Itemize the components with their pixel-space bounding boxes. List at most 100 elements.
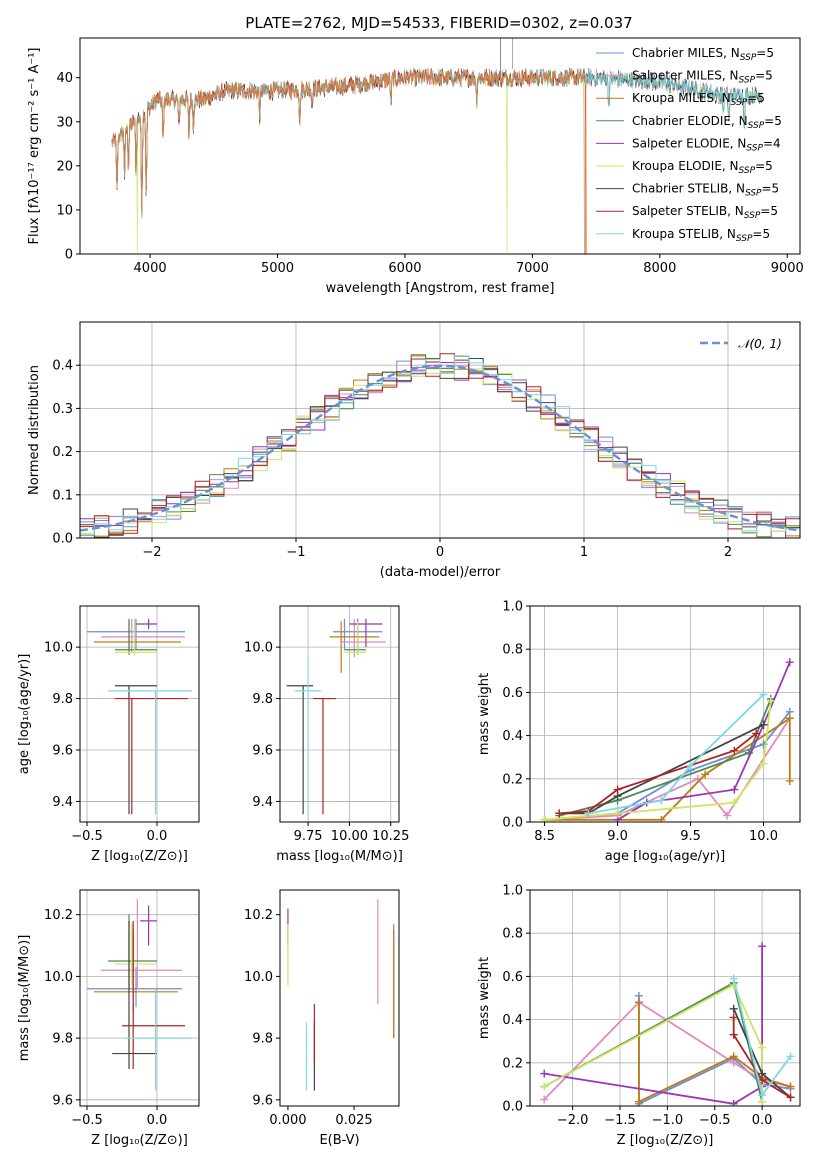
weight-Z-series-salpeter-stelib-marker [786, 1093, 795, 1102]
mass-ebv-ytick-label: 9.8 [252, 1032, 273, 1047]
spectrum-xlabel: wavelength [Angstrom, rest frame] [326, 281, 555, 296]
legend-entry: Salpeter ELODIE, NSSP=4 [632, 136, 781, 153]
legend-entry: Salpeter MILES, NSSP=5 [632, 69, 773, 86]
weight-age-series-salpeter-miles-marker [723, 811, 732, 820]
spectrum-xtick-label: 9000 [771, 261, 804, 276]
residuals-xtick-label: 1 [580, 545, 588, 560]
weight-Z-xtick-label: −0.5 [699, 1113, 731, 1128]
age-Z-axes: −0.5 0.0 9.4 9.6 9.8 10.0 Z [log₁₀(Z/Z⊙)] age [… [17, 605, 200, 864]
legend-text-part: Salpeter ELODIE, N [632, 136, 746, 150]
legend-entry: Kroupa STELIB, NSSP=5 [632, 227, 770, 244]
legend-text-part: SSP [739, 76, 756, 86]
spectrum-xtick-label: 4000 [134, 261, 167, 276]
age-mass-point-salpeter-elodie [349, 618, 383, 648]
weight-age-series-salpeter-stelib-marker [730, 746, 739, 755]
mass-Z-point-kroupa-elodie [115, 923, 157, 986]
age-Z-xlabel: Z [log₁₀(Z/Z⊙)] [91, 849, 188, 864]
residuals-xtick-label: 0 [436, 545, 444, 560]
age-mass-ytick-label: 9.6 [252, 744, 273, 759]
weight-age-series-kroupa-elodie-marker [730, 798, 739, 807]
age-mass-xtick-label: 10.25 [372, 829, 409, 844]
weight-Z-series-salpeter-elodie-marker [758, 942, 767, 951]
spectrum-xtick-label: 6000 [388, 261, 421, 276]
age-mass-frame [279, 605, 400, 823]
age-Z-point-salpeter-stelib [115, 697, 188, 815]
weight-age-series-chabrier-stelib-marker [759, 720, 768, 729]
legend-text-part: SSP [740, 53, 757, 63]
age-Z-ytick-label: 9.8 [52, 692, 73, 707]
weight-Z-ytick-label: 1.0 [502, 884, 523, 899]
residuals-ytick-label: 0.1 [52, 488, 73, 503]
age-Z-point-chabrier-elodie [115, 618, 157, 655]
weight-age-series-kroupa-miles-marker [657, 815, 666, 822]
legend-entry: Kroupa ELODIE, NSSP=5 [632, 159, 773, 176]
residuals-xtick-label: −1 [286, 545, 305, 560]
age-Z-xtick-label: 0.0 [147, 829, 168, 844]
weight-age-xtick-label: 9.5 [680, 829, 701, 844]
age-Z-ylabel: age [log₁₀(age/yr)] [17, 654, 32, 775]
legend-text-part: =5 [764, 114, 782, 128]
weight-age-series-salpeter-elodie-marker [730, 785, 739, 794]
spectrum-ylabel: Flux [fλ10⁻¹⁷ erg cm⁻² s⁻¹ A⁻¹] [27, 48, 42, 245]
weight-Z-ylabel: mass weight [477, 957, 492, 1039]
age-mass-plot-area [280, 606, 399, 822]
weight-age-ytick-label: 0.0 [502, 816, 523, 831]
mass-ebv-ytick-label: 10.0 [244, 970, 273, 985]
legend-text-part: Chabrier STELIB, N [632, 182, 745, 196]
legend-text-part: SSP [744, 211, 761, 221]
mass-Z-point-salpeter-stelib [122, 920, 185, 1069]
legend-entry: Chabrier MILES, NSSP=5 [632, 46, 774, 63]
age-Z-point-kroupa-elodie [115, 618, 157, 655]
spectrum-ytick-label: 30 [56, 115, 73, 130]
weight-age-series-salpeter-stelib-marker [555, 809, 564, 818]
weight-age-series-kroupa-stelib-marker [584, 809, 593, 818]
age-mass-ytick-label: 9.8 [252, 692, 273, 707]
legend-text-part: =5 [752, 227, 770, 241]
weight-Z-ytick-label: 0.2 [502, 1056, 523, 1071]
mass-Z-point-kroupa-stelib [126, 988, 192, 1091]
weight-age-xtick-label: 8.5 [534, 829, 555, 844]
mass-Z-xtick-label: −0.5 [71, 1113, 103, 1128]
normal-curve [80, 364, 800, 532]
spectrum-ytick-label: 40 [56, 71, 73, 86]
age-Z-point-salpeter-miles [101, 618, 185, 653]
residuals-xlabel: (data-model)/error [380, 565, 501, 580]
legend-text-part: Kroupa MILES, N [632, 91, 731, 105]
weight-Z-ytick-label: 0.6 [502, 970, 523, 985]
weight-age-series-chabrier-stelib [559, 723, 764, 815]
weight-Z-xtick-label: −1.0 [652, 1113, 684, 1128]
residuals-xtick-label: 2 [724, 545, 732, 560]
mass-ebv-ytick-label: 10.2 [244, 908, 273, 923]
residuals-ytick-label: 0.4 [52, 359, 73, 374]
weight-Z-series-kroupa-stelib-marker [758, 1091, 767, 1100]
weight-age-series-kroupa-elodie-marker [540, 815, 549, 822]
legend-entry: Kroupa MILES, NSSP=5 [632, 91, 765, 108]
age-mass-point-salpeter-stelib [313, 697, 337, 815]
residuals-xtick-label: −2 [142, 545, 161, 560]
weight-age-ytick-label: 0.6 [502, 686, 523, 701]
weight-Z-axes: −2.0 −1.5 −1.0 −0.5 0.0 0.0 0.2 0.4 0.6 0.8 1.0 Z [… [477, 884, 801, 1148]
weight-age-series-kroupa-miles-marker [701, 770, 710, 779]
legend-text-part: =5 [755, 69, 773, 83]
residuals-ytick-label: 0.2 [52, 445, 73, 460]
weight-Z-series-kroupa-elodie-marker [758, 1043, 767, 1052]
legend-entry: 𝒩(0, 1) [738, 337, 782, 351]
mass-Z-xtick-label: 0.0 [147, 1113, 168, 1128]
age-Z-point-salpeter-elodie [136, 618, 157, 630]
spectrum-frame [79, 37, 801, 255]
spectrum-axes: 4000 5000 6000 7000 8000 9000 0 10 20 30 40 wavelen… [27, 37, 804, 296]
mass-Z-ytick-label: 9.6 [52, 1093, 73, 1108]
weight-Z-series-salpeter-stelib [732, 1017, 791, 1099]
age-Z-ytick-label: 9.6 [52, 744, 73, 759]
legend-text-part: SSP [746, 143, 763, 153]
residuals-legend: 𝒩(0, 1) [700, 337, 782, 351]
legend-text-part: Kroupa STELIB, N [632, 227, 736, 241]
weight-age-series-kroupa-stelib-marker [657, 796, 666, 805]
legend-text-part: Chabrier ELODIE, N [632, 114, 748, 128]
residuals-ytick-label: 0.3 [52, 402, 73, 417]
weight-age-series-kroupa-stelib-marker [759, 690, 768, 699]
mass-Z-point-salpeter-elodie [140, 905, 157, 946]
weight-Z-series-salpeter-elodie-marker [729, 1099, 738, 1106]
spectrum-ytick-label: 0 [65, 248, 73, 263]
age-Z-point-chabrier-stelib [115, 685, 157, 815]
